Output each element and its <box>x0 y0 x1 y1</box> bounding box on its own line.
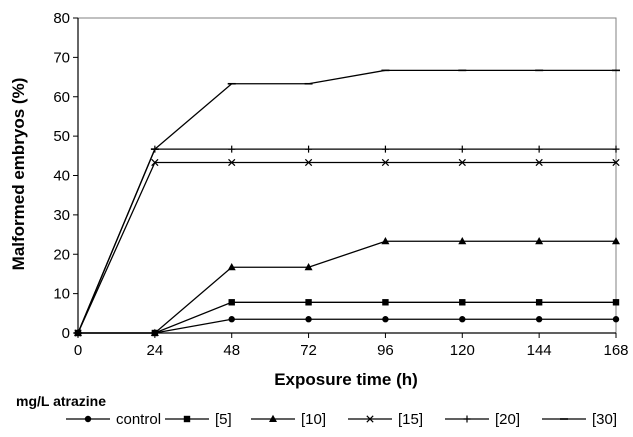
x-tick-label: 72 <box>300 342 317 359</box>
x-tick-label: 48 <box>223 342 240 359</box>
y-tick-label: 20 <box>53 246 70 263</box>
data-point <box>227 263 236 271</box>
legend-marker <box>366 415 374 423</box>
series-line <box>78 301 616 334</box>
data-point <box>458 237 467 245</box>
data-point <box>381 145 389 153</box>
data-point <box>459 299 466 306</box>
data-point <box>228 316 235 323</box>
legend-marker <box>269 414 277 422</box>
plot-area <box>77 17 617 334</box>
x-axis-title: Exposure time (h) <box>274 370 418 389</box>
y-tick-label: 0 <box>62 325 70 342</box>
legend-marker <box>84 415 92 423</box>
legend-label: [15] <box>398 411 423 428</box>
data-point <box>612 299 620 306</box>
y-tick-label: 80 <box>53 10 70 27</box>
x-tick-label: 24 <box>147 342 164 359</box>
legend-label: [5] <box>215 411 232 428</box>
data-point <box>535 158 543 167</box>
x-tick-label: 168 <box>603 342 628 359</box>
legend: control [5] [10] [15] [20] [30] <box>66 411 617 428</box>
y-tick-label: 10 <box>53 286 70 303</box>
x-tick-label: 144 <box>527 342 552 359</box>
legend-item: [20] <box>445 411 520 428</box>
data-point <box>382 316 389 323</box>
series-6 <box>74 69 620 334</box>
data-point <box>304 158 313 167</box>
legend-label: control <box>116 411 161 428</box>
x-tick-label: 120 <box>450 342 475 359</box>
legend-item: [10] <box>251 411 326 428</box>
data-point <box>304 263 313 271</box>
series-line <box>77 69 616 334</box>
y-tick-label: 30 <box>53 207 70 224</box>
data-point <box>535 145 543 153</box>
legend-marker <box>183 415 191 423</box>
data-point <box>535 237 544 245</box>
legend-item: [30] <box>542 411 617 428</box>
y-tick-label: 50 <box>53 128 70 145</box>
data-point <box>381 158 390 167</box>
legend-item: control <box>66 411 161 428</box>
data-point <box>305 299 312 306</box>
data-point <box>228 158 236 167</box>
legend-item: [15] <box>348 411 423 428</box>
legend-item: [5] <box>165 411 232 428</box>
series-5 <box>74 145 620 337</box>
data-point <box>612 237 620 245</box>
data-point <box>458 145 466 153</box>
series-group <box>74 69 620 337</box>
data-point <box>612 316 620 323</box>
data-point <box>228 299 235 306</box>
data-point <box>535 299 543 306</box>
series-line <box>78 318 616 334</box>
legend-label: [20] <box>495 411 520 428</box>
data-point <box>305 316 312 323</box>
legend-label: [10] <box>301 411 326 428</box>
axes: 0 10 20 30 40 50 60 70 80 0 24 48 72 96 120 144 168 <box>53 10 628 359</box>
y-axis-title: Malformed embryos (%) <box>9 78 28 271</box>
data-point <box>382 299 389 306</box>
data-point <box>612 145 620 153</box>
data-point <box>381 237 390 245</box>
x-tick-label: 0 <box>74 342 82 359</box>
legend-title: mg/L atrazine <box>16 393 106 409</box>
legend-marker <box>463 415 471 423</box>
x-tick-label: 96 <box>377 342 394 359</box>
data-point <box>151 158 159 167</box>
series-line <box>77 161 616 334</box>
plot-frame <box>77 17 617 334</box>
series-line <box>78 240 616 334</box>
series-4 <box>74 158 620 337</box>
data-point <box>535 316 543 323</box>
data-point <box>305 145 313 153</box>
y-tick-label: 60 <box>53 89 70 106</box>
data-point <box>458 158 466 167</box>
data-point <box>459 316 466 323</box>
y-tick-label: 70 <box>53 49 70 66</box>
series-line <box>77 148 616 334</box>
legend-label: [30] <box>592 411 617 428</box>
data-point <box>150 328 159 336</box>
y-tick-label: 40 <box>53 168 70 185</box>
data-point <box>612 158 620 167</box>
data-point <box>228 145 236 153</box>
